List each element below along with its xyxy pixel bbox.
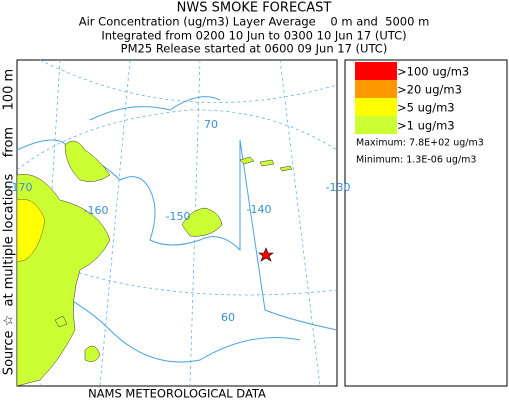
map-label: 70 [204,118,218,131]
source-star [258,247,274,262]
map-label: 60 [221,311,235,324]
legend-label: >20 ug/m3 [397,83,462,97]
smoke-area [181,207,223,237]
graticule [39,59,338,104]
map-label: -130 [326,181,351,194]
graticule [16,109,338,171]
map-label: -170 [8,181,33,194]
smoke-area [64,140,111,182]
graticule [279,59,321,387]
map-label: -160 [84,204,109,217]
legend-swatch [355,80,397,98]
smoke-area [16,199,46,263]
legend-label: >1 ug/m3 [397,119,455,133]
map-area [16,59,338,387]
smoke-area [239,156,293,172]
legend-swatch [355,98,397,116]
title: NWS SMOKE FORECAST [177,1,332,16]
legend: >100 ug/m3 >20 ug/m3 >5 ug/m3 >1 ug/m3 [355,62,469,134]
subtitle: PM25 Release started at 0600 09 Jun 17 (… [121,42,388,56]
graticule [99,59,131,387]
legend-label: >100 ug/m3 [397,65,469,79]
subtitle: Integrated from 0200 10 Jun to 0300 10 J… [101,29,406,43]
subtitle: Air Concentration (ug/m3) Layer Average … [79,15,430,29]
map-label: -150 [166,210,191,223]
coastline [29,279,301,363]
map-labels: 70 -170 -160 -150 -140 -130 60 [8,118,351,324]
coastline [89,96,221,121]
footer: NAMS METEOROLOGICAL DATA [88,387,266,401]
source-label: Source ☆ at multiple locations from 100 … [2,69,17,375]
minimum: Minimum: 1.3E-06 ug/m3 [356,155,476,166]
map-label: -140 [247,203,272,216]
legend-label: >5 ug/m3 [397,101,455,115]
smoke-area [54,315,101,362]
maximum: Maximum: 7.8E+02 ug/m3 [356,138,484,149]
legend-swatch [355,116,397,134]
legend-swatch [355,62,397,80]
